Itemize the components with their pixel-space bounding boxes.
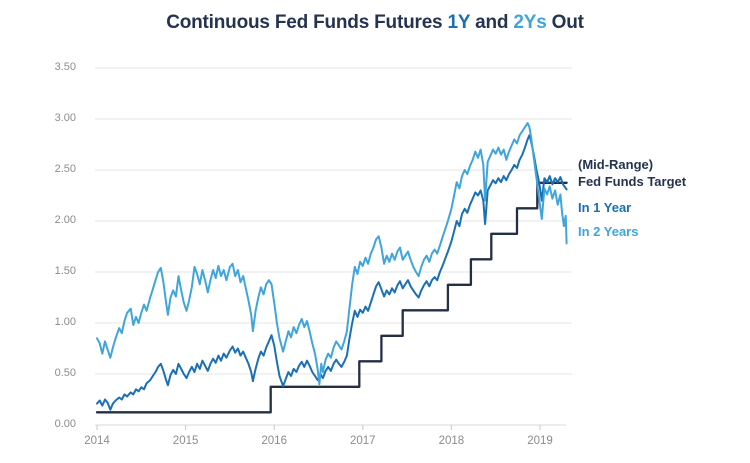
in-2-years-line: [96, 122, 568, 386]
y-tick-label: 1.50: [54, 265, 76, 277]
y-tick-label: 3.00: [54, 112, 76, 124]
legend-in-2-years: In 2 Years: [578, 224, 639, 239]
x-tick-label: 2017: [350, 435, 376, 447]
y-tick-label: 0.50: [54, 367, 76, 379]
title-text-2: and: [470, 12, 514, 33]
legend-target-line-1: (Mid-Range): [578, 157, 654, 172]
title-text-1: Continuous Fed Funds Futures: [166, 12, 448, 33]
x-axis-ticks: [96, 425, 541, 430]
title-highlight-1y: 1Y: [447, 12, 471, 33]
y-tick-label: 1.00: [54, 316, 76, 328]
legend-in-1-year: In 1 Year: [578, 200, 632, 215]
y-tick-label: 2.50: [54, 163, 76, 175]
y-tick-label: 2.00: [54, 214, 76, 226]
gridlines: [95, 67, 572, 426]
page-title: Continuous Fed Funds Futures 1Y and 2Ys …: [0, 12, 750, 34]
x-tick-label: 2018: [438, 435, 465, 447]
x-tick-label: 2015: [172, 435, 199, 447]
title-highlight-2y: 2Ys: [513, 12, 547, 33]
fed-funds-target-step-line: [95, 181, 568, 414]
x-tick-label: 2014: [84, 435, 110, 447]
in-1-year-line: [96, 134, 568, 411]
legend-fed-funds-target: (Mid-Range) Fed Funds Target: [578, 156, 686, 190]
y-tick-label: 3.50: [54, 61, 76, 73]
title-text-3: Out: [546, 12, 584, 33]
y-tick-label: 0.00: [54, 418, 76, 430]
x-tick-label: 2016: [261, 435, 287, 447]
x-tick-label: 2019: [527, 435, 553, 447]
legend-target-line-2: Fed Funds Target: [578, 174, 687, 189]
chart-legend: (Mid-Range) Fed Funds Target In 1 Year I…: [578, 156, 686, 240]
